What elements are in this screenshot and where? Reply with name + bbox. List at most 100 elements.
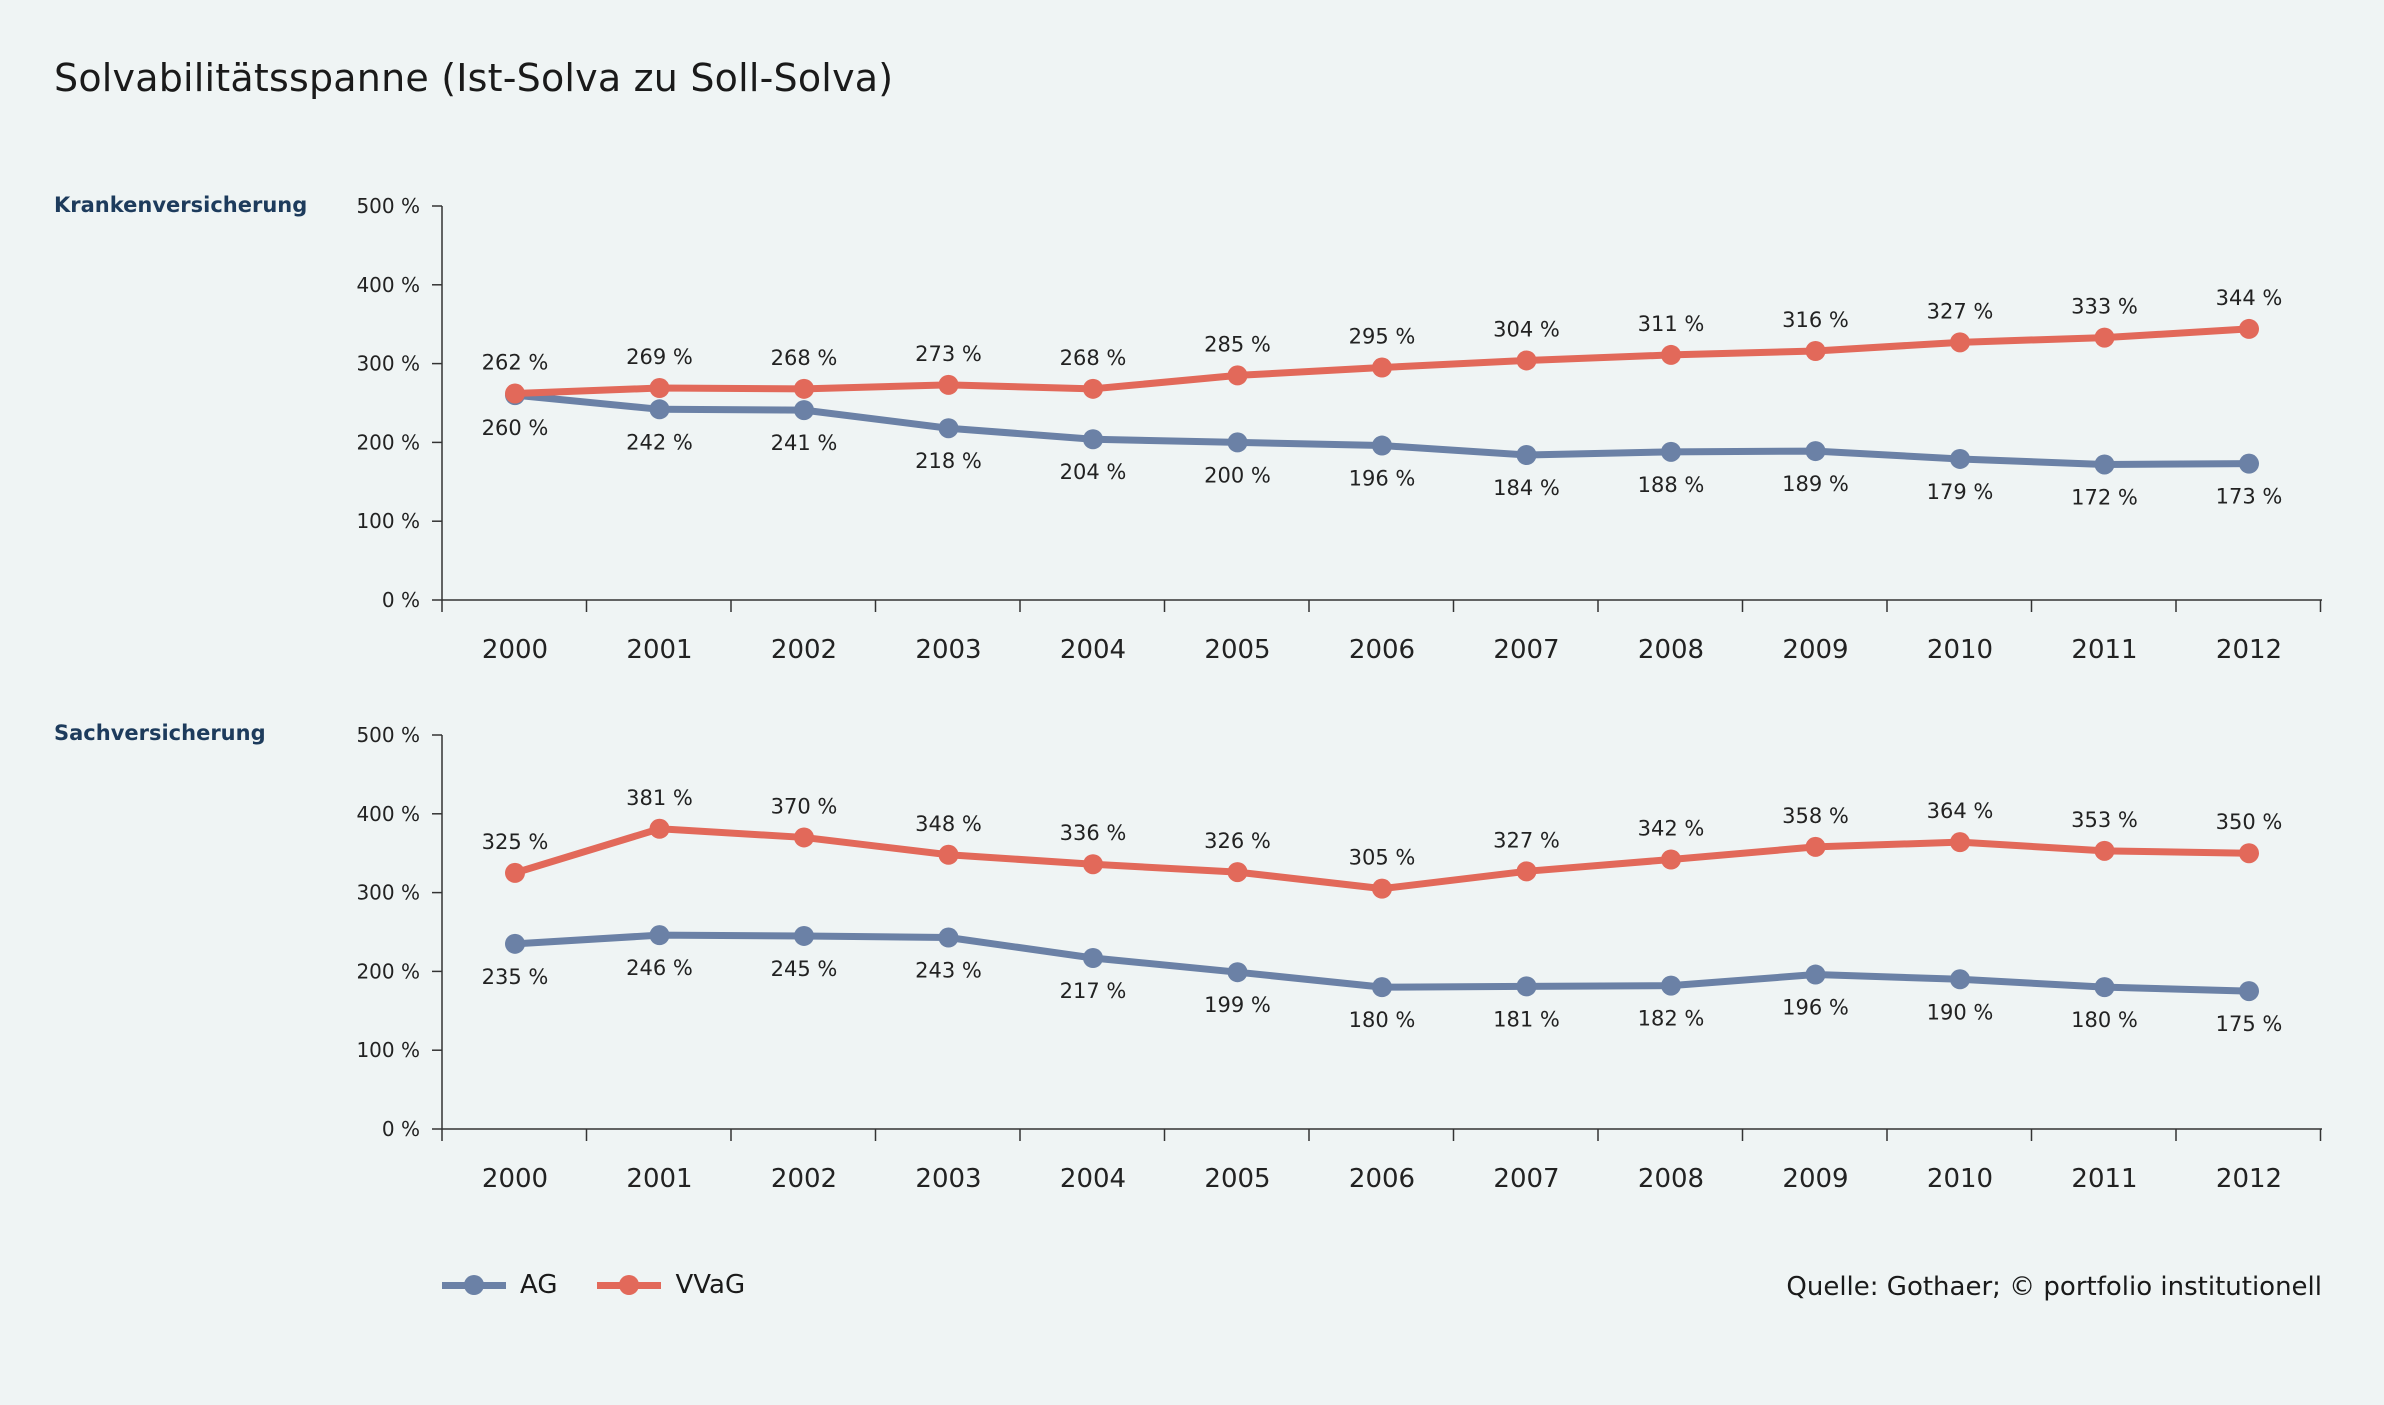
data-point-vvag-1-2 bbox=[794, 827, 814, 848]
data-label-vvag-0-1: 269 % bbox=[626, 345, 693, 369]
x-tick-label-0-0: 2000 bbox=[482, 635, 548, 665]
data-label-vvag-0-5: 285 % bbox=[1204, 332, 1271, 356]
legend-swatch-ag bbox=[442, 1273, 506, 1297]
data-label-vvag-1-2: 370 % bbox=[771, 794, 838, 818]
x-tick-label-0-5: 2005 bbox=[1204, 635, 1270, 665]
legend-swatch-vvag bbox=[597, 1273, 662, 1297]
chart-title: Solvabilitätsspanne (Ist-Solva zu Soll-S… bbox=[54, 56, 894, 100]
x-tick-label-0-4: 2004 bbox=[1060, 635, 1126, 665]
legend-label-vvag: VVaG bbox=[675, 1270, 746, 1300]
data-point-ag-1-10 bbox=[1950, 969, 1970, 990]
y-tick-label-0-4: 400 % bbox=[356, 273, 420, 297]
x-tick-label-0-10: 2010 bbox=[1927, 635, 1993, 665]
data-point-ag-1-9 bbox=[1805, 964, 1826, 985]
data-label-vvag-0-12: 344 % bbox=[2216, 286, 2283, 310]
data-label-vvag-1-12: 350 % bbox=[2216, 810, 2283, 834]
data-label-ag-0-9: 189 % bbox=[1782, 472, 1849, 496]
y-tick-label-0-3: 300 % bbox=[356, 352, 420, 376]
data-label-vvag-1-11: 353 % bbox=[2071, 808, 2138, 832]
data-point-vvag-1-5 bbox=[1227, 862, 1248, 883]
data-point-vvag-0-12 bbox=[2239, 318, 2259, 339]
data-label-vvag-1-6: 305 % bbox=[1349, 846, 1416, 870]
data-point-ag-1-4 bbox=[1083, 948, 1103, 969]
data-label-vvag-0-0: 262 % bbox=[482, 351, 549, 375]
data-label-vvag-0-11: 333 % bbox=[2071, 295, 2138, 319]
x-tick-label-0-8: 2008 bbox=[1638, 635, 1704, 665]
x-tick-label-1-2: 2002 bbox=[771, 1164, 837, 1194]
panel-label-sach: Sachversicherung bbox=[54, 721, 266, 745]
x-tick-label-1-9: 2009 bbox=[1782, 1164, 1848, 1194]
data-label-ag-0-4: 204 % bbox=[1060, 460, 1127, 484]
data-point-ag-0-11 bbox=[2094, 454, 2115, 475]
legend-item-vvag: VVaG bbox=[597, 1270, 745, 1300]
data-label-ag-0-10: 179 % bbox=[1927, 480, 1994, 504]
data-point-vvag-1-3 bbox=[938, 844, 959, 865]
data-point-vvag-0-7 bbox=[1516, 350, 1537, 371]
panel-label-kranken: Krankenversicherung bbox=[54, 193, 308, 217]
data-label-vvag-0-8: 311 % bbox=[1638, 312, 1705, 336]
legend-label-ag: AG bbox=[520, 1270, 558, 1300]
x-tick-label-1-7: 2007 bbox=[1493, 1164, 1559, 1194]
y-tick-label-0-2: 200 % bbox=[356, 430, 420, 454]
data-point-vvag-0-8 bbox=[1661, 344, 1681, 365]
data-label-ag-0-11: 172 % bbox=[2071, 485, 2138, 509]
y-tick-label-1-0: 0 % bbox=[382, 1117, 420, 1141]
data-label-vvag-1-5: 326 % bbox=[1204, 829, 1271, 853]
x-tick-label-1-0: 2000 bbox=[482, 1164, 548, 1194]
data-point-vvag-1-6 bbox=[1372, 878, 1392, 899]
data-label-ag-0-8: 188 % bbox=[1638, 473, 1705, 497]
x-tick-label-1-4: 2004 bbox=[1060, 1164, 1126, 1194]
data-point-ag-0-7 bbox=[1516, 445, 1537, 466]
data-point-vvag-0-10 bbox=[1950, 332, 1970, 353]
y-tick-label-1-1: 100 % bbox=[356, 1038, 420, 1062]
data-label-ag-1-5: 199 % bbox=[1204, 993, 1271, 1017]
data-point-vvag-1-1 bbox=[649, 818, 670, 839]
data-point-vvag-0-9 bbox=[1805, 340, 1826, 361]
data-label-vvag-1-9: 358 % bbox=[1782, 804, 1849, 828]
data-label-vvag-1-10: 364 % bbox=[1927, 799, 1994, 823]
x-tick-label-1-5: 2005 bbox=[1204, 1164, 1270, 1194]
x-tick-label-0-3: 2003 bbox=[915, 635, 981, 665]
source-note: Quelle: Gothaer; © portfolio institution… bbox=[1786, 1272, 2322, 1302]
data-label-vvag-1-3: 348 % bbox=[915, 812, 982, 836]
data-label-ag-1-0: 235 % bbox=[482, 965, 549, 989]
x-tick-label-0-6: 2006 bbox=[1349, 635, 1415, 665]
x-tick-label-1-6: 2006 bbox=[1349, 1164, 1415, 1194]
data-point-ag-1-3 bbox=[938, 927, 959, 948]
data-point-ag-0-12 bbox=[2239, 453, 2259, 474]
x-tick-label-0-9: 2009 bbox=[1782, 635, 1848, 665]
data-point-ag-1-12 bbox=[2239, 981, 2259, 1002]
data-point-vvag-0-0 bbox=[505, 383, 525, 404]
data-label-ag-1-7: 181 % bbox=[1493, 1007, 1560, 1031]
data-point-ag-0-6 bbox=[1372, 435, 1392, 456]
legend-item-ag: AG bbox=[442, 1270, 557, 1300]
data-point-vvag-1-4 bbox=[1083, 854, 1103, 875]
x-tick-label-1-3: 2003 bbox=[915, 1164, 981, 1194]
data-point-vvag-0-4 bbox=[1083, 378, 1103, 399]
data-label-ag-1-4: 217 % bbox=[1060, 979, 1127, 1003]
data-point-ag-1-2 bbox=[794, 925, 814, 946]
data-point-vvag-0-11 bbox=[2094, 327, 2115, 348]
y-tick-label-1-5: 500 % bbox=[356, 723, 420, 747]
data-label-ag-1-3: 243 % bbox=[915, 959, 982, 983]
data-point-vvag-1-8 bbox=[1661, 849, 1681, 870]
data-point-ag-0-2 bbox=[794, 400, 814, 421]
data-point-ag-1-5 bbox=[1227, 962, 1248, 983]
data-point-vvag-1-9 bbox=[1805, 836, 1826, 857]
x-tick-label-0-12: 2012 bbox=[2216, 635, 2282, 665]
data-label-vvag-0-10: 327 % bbox=[1927, 299, 1994, 323]
data-point-vvag-0-1 bbox=[649, 378, 670, 399]
data-label-ag-0-5: 200 % bbox=[1204, 463, 1271, 487]
data-point-vvag-0-2 bbox=[794, 378, 814, 399]
data-label-vvag-0-6: 295 % bbox=[1349, 325, 1416, 349]
data-label-ag-1-6: 180 % bbox=[1349, 1008, 1416, 1032]
y-tick-label-1-2: 200 % bbox=[356, 959, 420, 983]
data-point-ag-1-1 bbox=[649, 925, 670, 946]
data-point-ag-0-3 bbox=[938, 418, 959, 439]
data-point-ag-1-8 bbox=[1661, 975, 1681, 996]
data-label-ag-1-10: 190 % bbox=[1927, 1000, 1994, 1024]
data-label-ag-0-0: 260 % bbox=[482, 416, 549, 440]
data-point-ag-1-6 bbox=[1372, 977, 1392, 998]
data-label-ag-1-1: 246 % bbox=[626, 956, 693, 980]
